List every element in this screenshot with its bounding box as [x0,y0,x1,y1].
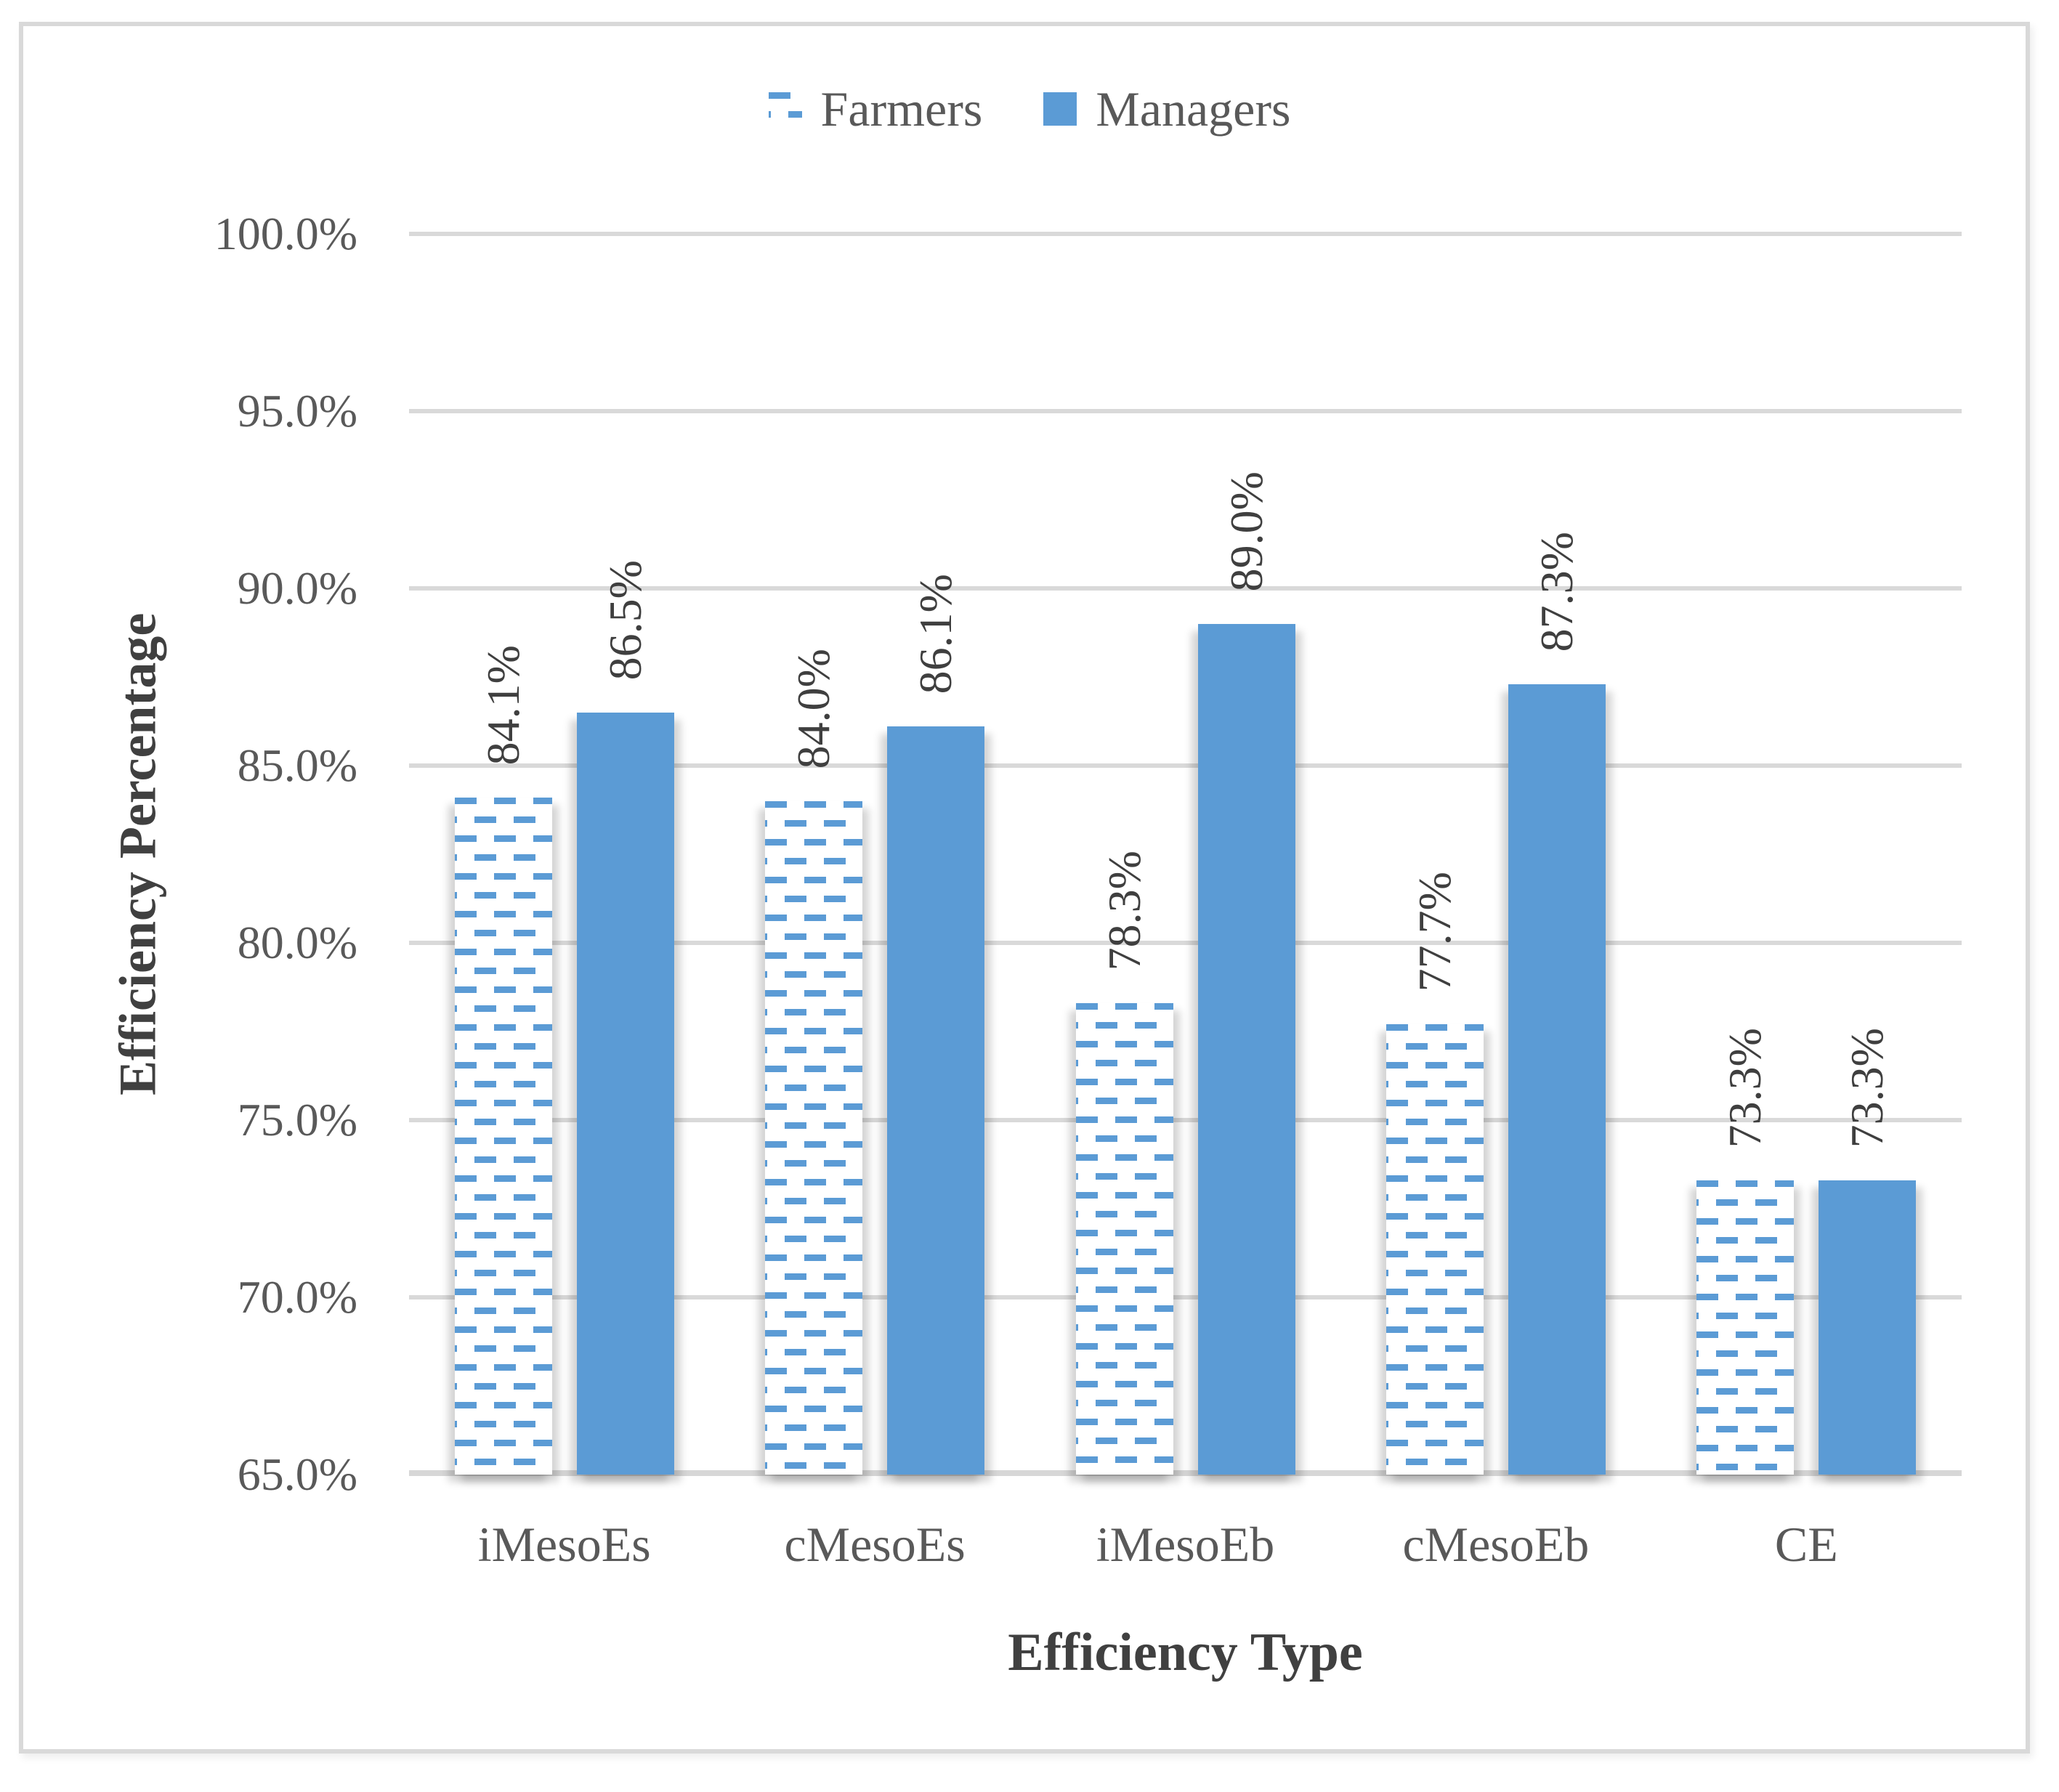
x-axis-title: Efficiency Type [1008,1623,1363,1682]
bar-managers-cMesoEb: 87.3% [1508,532,1606,1475]
legend-label-managers: Managers [1096,81,1291,137]
x-category-labels: iMesoEs cMesoEs iMesoEb cMesoEb CE [409,1520,1962,1585]
y-tick-label-90.0%: 90.0% [237,562,357,614]
y-tick-label-80.0%: 80.0% [237,917,357,968]
gridline-90.0% [409,586,1962,591]
gridline-80.0% [409,941,1962,945]
y-tick-label-100.0%: 100.0% [214,208,357,259]
value-label-farmers-iMesoEs: 84.1% [477,644,529,765]
plot-area: 84.1% 86.5% 84.0% 86.1% 78.3% 89.0% 77.7% 87.3%… [409,232,1962,1476]
bar-managers-cMesoEs: 86.1% [887,574,985,1475]
legend-item-managers: Managers [1043,84,1290,134]
x-category-label-iMesoEs: iMesoEs [477,1517,651,1572]
gridline-70.0% [409,1295,1962,1300]
gridline-95.0% [409,409,1962,413]
farmers-pattern-swatch-icon [768,92,802,126]
x-category-label-CE: CE [1774,1517,1838,1572]
bar-farmers-cMesoEs: 84.0% [765,649,863,1475]
y-tick-label-95.0%: 95.0% [237,385,357,437]
gridline-75.0% [409,1118,1962,1122]
bar-farmers-iMesoEs: 84.1% [454,645,552,1475]
legend-item-farmers: Farmers [768,81,983,137]
bar-managers-iMesoEs: 86.5% [576,560,674,1475]
y-tick-label-70.0%: 70.0% [237,1271,357,1323]
chart-frame-border [19,22,2030,1754]
gridline-85.0% [409,763,1962,768]
bar-managers-iMesoEb: 89.0% [1197,471,1295,1475]
value-label-managers-iMesoEs: 86.5% [599,559,651,680]
value-label-managers-cMesoEs: 86.1% [909,574,961,694]
gridline-100.0% [409,232,1962,236]
value-label-farmers-iMesoEb: 78.3% [1098,850,1150,970]
value-label-farmers-cMesoEs: 84.0% [787,648,839,769]
value-label-managers-CE: 73.3% [1841,1027,1893,1148]
x-category-label-cMesoEs: cMesoEs [784,1517,966,1572]
x-axis-line [409,1470,1962,1476]
bar-farmers-CE: 73.3% [1696,1028,1795,1475]
y-tick-labels: 65.0% 70.0% 75.0% 80.0% 85.0% 90.0% 95.0% 100.0… [0,211,357,1498]
value-label-farmers-cMesoEb: 77.7% [1408,871,1460,992]
y-tick-label-85.0%: 85.0% [237,739,357,791]
bar-farmers-cMesoEb: 77.7% [1386,872,1484,1475]
x-category-label-cMesoEb: cMesoEb [1402,1517,1590,1572]
legend-label-farmers: Farmers [820,81,983,137]
y-tick-label-65.0%: 65.0% [237,1448,357,1500]
x-category-label-iMesoEb: iMesoEb [1096,1517,1275,1572]
value-label-managers-iMesoEb: 89.0% [1220,471,1272,591]
value-label-farmers-CE: 73.3% [1719,1027,1771,1148]
bar-managers-CE: 73.3% [1819,1028,1917,1475]
managers-solid-swatch-icon [1043,92,1077,126]
bar-farmers-iMesoEb: 78.3% [1075,851,1173,1475]
legend: Farmers Managers [0,84,2059,134]
y-tick-label-75.0%: 75.0% [237,1094,357,1146]
value-label-managers-cMesoEb: 87.3% [1530,531,1582,652]
